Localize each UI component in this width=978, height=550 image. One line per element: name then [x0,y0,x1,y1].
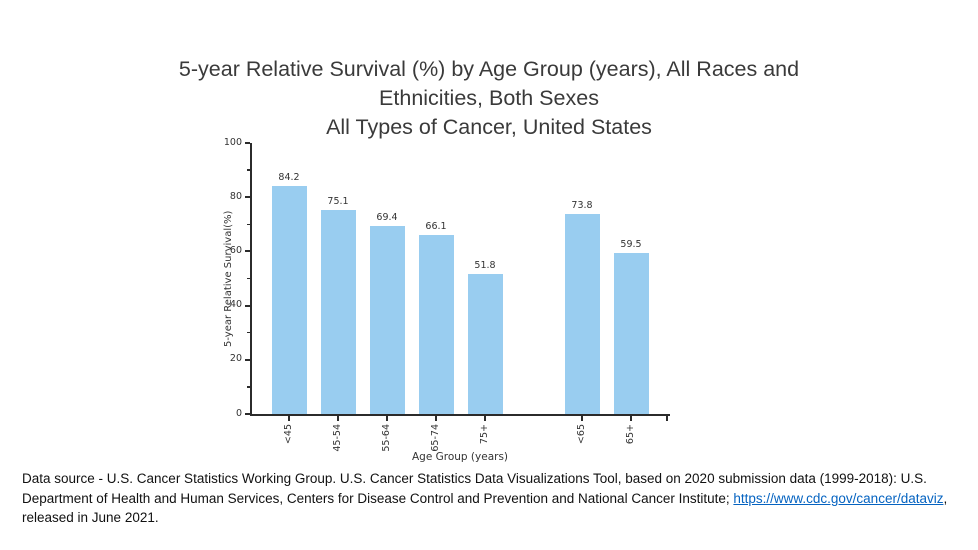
y-tick-label: 0 [235,407,242,419]
x-tick-label: <65 [576,424,587,445]
x-tick-label: 75+ [479,424,490,445]
x-tick [484,416,486,421]
bar-value-label: 69.4 [376,211,398,223]
y-major-tick [245,142,250,144]
bar [271,185,307,414]
y-minor-tick [247,223,250,226]
x-axis-line [250,414,670,416]
x-tick-label: 45-54 [332,424,343,452]
bar-value-label: 75.1 [327,196,349,208]
footer-text-before: Data source - U.S. Cancer Statistics Wor… [22,471,927,506]
x-tick [581,416,583,421]
y-tick-label: 80 [229,190,242,202]
chart-title-line3: All Types of Cancer, United States [326,115,652,139]
chart-title-line1: 5-year Relative Survival (%) by Age Grou… [178,57,800,81]
bar-value-label: 66.1 [425,220,447,232]
x-tick [386,416,388,421]
y-axis-title: 5-year Relative Survival(%) [223,210,234,347]
footer-text-after: , released in June 2021. [22,490,948,526]
y-minor-tick [247,386,250,388]
y-minor-tick [247,169,250,171]
y-tick-label: 60 [229,244,242,256]
bar-value-label: 51.8 [474,259,496,271]
y-major-tick [245,413,250,415]
x-tick [337,416,339,421]
x-tick [435,416,437,421]
y-major-tick [245,304,250,307]
chart-title-line2: Ethnicities, Both Sexes [379,86,599,110]
y-tick-label: 40 [229,299,242,311]
bar-value-label: 84.2 [278,171,300,183]
chart-title: 5-year Relative Survival (%) by Age Grou… [0,55,978,142]
x-tick-label: 65-74 [430,424,441,452]
data-source-note: Data source - U.S. Cancer Statistics Wor… [22,469,959,528]
x-axis-end-tick [666,416,668,421]
bar-value-label: 73.8 [571,200,593,211]
bar [564,214,600,414]
bar [467,273,503,414]
y-tick-label: 20 [229,353,242,365]
bar [418,234,454,414]
x-tick-label: 55-64 [381,424,392,452]
x-tick [288,416,290,421]
y-minor-tick [247,277,250,280]
x-tick-label: 65+ [625,424,636,445]
cdc-dataviz-link[interactable]: https://www.cdc.gov/cancer/dataviz [733,490,944,506]
x-axis-title: Age Group (years) [411,451,509,463]
bar-value-label: 59.5 [620,238,642,250]
y-major-tick [245,196,250,199]
bar [613,252,649,414]
y-tick-label: 100 [223,136,242,148]
x-tick-label: <45 [283,424,294,445]
y-major-tick [245,358,250,361]
y-major-tick [245,250,250,253]
x-tick [630,416,632,421]
bar [369,225,405,414]
bar [320,210,356,414]
y-axis-line [250,143,252,416]
y-minor-tick [247,331,250,334]
